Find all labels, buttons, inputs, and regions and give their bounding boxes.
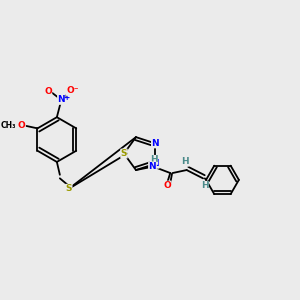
Text: N: N xyxy=(58,95,65,104)
Text: CH₃: CH₃ xyxy=(1,122,16,130)
Text: +: + xyxy=(64,93,70,102)
Text: O: O xyxy=(17,122,25,130)
Text: S: S xyxy=(121,149,127,158)
Text: O: O xyxy=(44,87,52,96)
Text: O⁻: O⁻ xyxy=(66,86,79,95)
Text: N: N xyxy=(152,159,159,168)
Text: H: H xyxy=(201,181,208,190)
Text: N: N xyxy=(152,139,159,148)
Text: H: H xyxy=(182,157,189,166)
Text: S: S xyxy=(65,184,72,193)
Text: O: O xyxy=(164,181,171,190)
Text: N: N xyxy=(148,162,156,171)
Text: H: H xyxy=(150,155,158,164)
